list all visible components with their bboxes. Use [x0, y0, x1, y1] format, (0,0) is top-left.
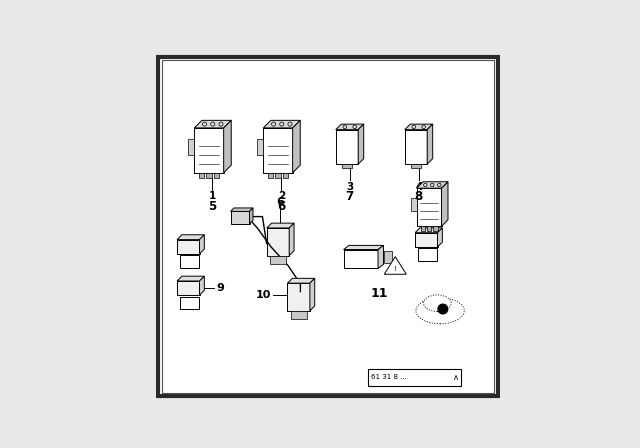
Polygon shape [200, 235, 204, 254]
Text: 10: 10 [256, 290, 271, 300]
Polygon shape [415, 228, 442, 233]
Polygon shape [289, 223, 294, 255]
Text: !: ! [394, 266, 397, 272]
FancyBboxPatch shape [206, 173, 212, 178]
FancyBboxPatch shape [177, 240, 200, 254]
FancyBboxPatch shape [214, 173, 219, 178]
FancyBboxPatch shape [336, 129, 358, 164]
Polygon shape [442, 182, 448, 226]
FancyBboxPatch shape [411, 164, 421, 168]
Polygon shape [384, 257, 406, 274]
Text: 8: 8 [415, 190, 423, 203]
FancyBboxPatch shape [420, 226, 425, 231]
Text: 4: 4 [415, 182, 422, 192]
Polygon shape [358, 124, 364, 164]
FancyBboxPatch shape [275, 173, 280, 178]
Polygon shape [195, 121, 231, 128]
Ellipse shape [416, 298, 464, 324]
Polygon shape [223, 121, 231, 173]
FancyBboxPatch shape [158, 56, 498, 396]
Polygon shape [427, 124, 433, 164]
FancyBboxPatch shape [195, 128, 223, 173]
Text: 7: 7 [346, 190, 354, 203]
FancyBboxPatch shape [270, 255, 286, 264]
Polygon shape [177, 276, 204, 281]
Polygon shape [336, 124, 364, 129]
FancyBboxPatch shape [415, 233, 438, 247]
FancyBboxPatch shape [263, 128, 292, 173]
Polygon shape [417, 182, 448, 188]
FancyBboxPatch shape [283, 173, 288, 178]
Polygon shape [378, 246, 383, 268]
FancyBboxPatch shape [287, 283, 310, 311]
FancyBboxPatch shape [180, 255, 199, 268]
Polygon shape [292, 121, 300, 173]
FancyBboxPatch shape [268, 173, 273, 178]
Text: 5: 5 [208, 200, 216, 213]
Polygon shape [267, 223, 294, 228]
FancyBboxPatch shape [383, 251, 392, 263]
FancyBboxPatch shape [404, 129, 427, 164]
Text: 2: 2 [278, 191, 285, 202]
Text: 6: 6 [276, 197, 284, 207]
FancyBboxPatch shape [417, 188, 442, 226]
Polygon shape [344, 246, 383, 250]
FancyBboxPatch shape [367, 369, 461, 386]
FancyBboxPatch shape [188, 139, 195, 155]
FancyBboxPatch shape [230, 211, 250, 224]
Polygon shape [287, 278, 315, 283]
FancyBboxPatch shape [257, 139, 263, 155]
Circle shape [438, 304, 448, 314]
Polygon shape [200, 276, 204, 295]
Polygon shape [230, 208, 253, 211]
FancyBboxPatch shape [180, 297, 199, 310]
FancyBboxPatch shape [177, 281, 200, 295]
Polygon shape [177, 235, 204, 240]
Text: 11: 11 [371, 287, 388, 300]
Text: 1: 1 [209, 191, 216, 202]
Text: 3: 3 [346, 182, 353, 192]
FancyBboxPatch shape [344, 250, 378, 268]
FancyBboxPatch shape [427, 226, 431, 231]
FancyBboxPatch shape [412, 198, 417, 211]
FancyBboxPatch shape [199, 173, 204, 178]
Polygon shape [310, 278, 315, 311]
FancyBboxPatch shape [418, 248, 437, 261]
Text: 6: 6 [277, 200, 285, 213]
Polygon shape [404, 124, 433, 129]
Text: 9: 9 [216, 283, 224, 293]
Text: ∧: ∧ [452, 373, 459, 382]
Polygon shape [263, 121, 300, 128]
FancyBboxPatch shape [342, 164, 352, 168]
FancyBboxPatch shape [433, 226, 438, 231]
Polygon shape [250, 208, 253, 224]
FancyBboxPatch shape [291, 311, 307, 319]
Polygon shape [438, 228, 442, 247]
FancyBboxPatch shape [267, 228, 289, 255]
Text: 61 31 8 ...: 61 31 8 ... [371, 375, 407, 380]
Ellipse shape [424, 295, 451, 311]
